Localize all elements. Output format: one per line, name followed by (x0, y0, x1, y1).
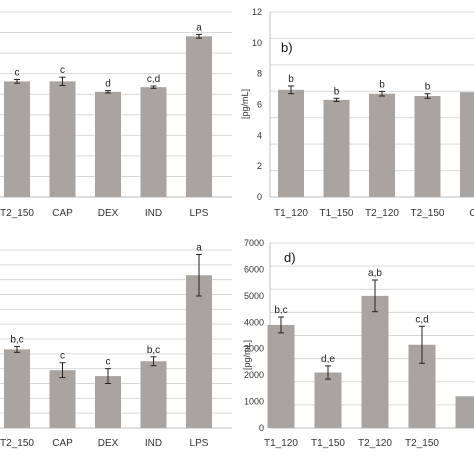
significance-label: c (15, 68, 20, 79)
category-label: T1_120 (264, 438, 298, 449)
category-label: T2_150 (0, 208, 34, 219)
bar (455, 396, 474, 428)
category-label: T1_150 (320, 208, 354, 219)
y-tick-label: 0 (259, 423, 264, 433)
y-axis-label: [pg/mL] (240, 89, 250, 119)
category-label: T1_150 (311, 438, 345, 449)
significance-label: b (334, 86, 340, 97)
category-label: CAP (52, 438, 73, 449)
significance-label: d (105, 79, 111, 90)
bar (4, 349, 30, 428)
bar (95, 91, 121, 197)
bar (323, 99, 350, 197)
bar (186, 275, 212, 428)
category-label: T2_120 (365, 208, 399, 219)
bar (186, 36, 212, 197)
category-label: DEX (98, 208, 119, 219)
bar (460, 92, 474, 197)
y-tick-label: 4000 (244, 317, 264, 327)
significance-label: c (60, 351, 65, 362)
category-label: T2_150 (405, 438, 439, 449)
significance-label: c (106, 357, 111, 368)
y-tick-label: 7000 (244, 238, 264, 248)
bar (49, 370, 76, 428)
significance-label: c (60, 65, 65, 76)
y-tick-label: 2 (257, 161, 262, 171)
significance-label: b (425, 82, 431, 93)
category-label: T2_150 (0, 438, 34, 449)
significance-label: a (196, 242, 202, 253)
significance-label: a (196, 22, 202, 33)
bar (4, 81, 30, 197)
bar (49, 81, 76, 197)
significance-label: b,c (274, 305, 287, 316)
category-label: IND (145, 208, 162, 219)
category-label: LPS (190, 208, 209, 219)
y-tick-label: 10 (252, 38, 262, 48)
y-tick-label: 12 (252, 7, 262, 17)
y-tick-label: 8 (257, 69, 262, 79)
bar (278, 89, 304, 197)
category-label: T2_120 (358, 438, 392, 449)
bar (314, 372, 342, 428)
bar (414, 96, 441, 197)
panel-title: d) (284, 250, 296, 265)
category-label: IND (145, 438, 162, 449)
bar (369, 93, 395, 197)
significance-label: c,d (147, 74, 160, 85)
significance-label: b,c (147, 345, 160, 356)
significance-label: a,b (368, 268, 382, 279)
y-tick-label: 2000 (244, 370, 264, 380)
significance-label: c,d (415, 314, 428, 325)
category-label: C (469, 208, 474, 219)
bar (95, 376, 121, 428)
y-tick-label: 1000 (244, 397, 264, 407)
y-axis-label: [pg/mL] (242, 340, 252, 370)
significance-label: b (379, 79, 385, 90)
y-tick-label: 5000 (244, 291, 264, 301)
bar (267, 324, 295, 428)
category-label: T1_120 (274, 208, 308, 219)
category-label: LPS (190, 438, 209, 449)
bar (140, 87, 167, 197)
significance-label: d,e (321, 354, 335, 365)
panel-title: b) (281, 40, 293, 55)
category-label: CAP (52, 208, 73, 219)
bar (140, 361, 167, 428)
significance-label: b,c (10, 334, 23, 345)
y-tick-label: 4 (257, 130, 262, 140)
y-tick-label: 6000 (244, 264, 264, 274)
category-label: T2_150 (411, 208, 445, 219)
y-tick-label: 0 (257, 192, 262, 202)
y-tick-label: 3000 (244, 344, 264, 354)
category-label: DEX (98, 438, 119, 449)
bar (361, 295, 389, 428)
y-tick-label: 6 (257, 100, 262, 110)
significance-label: b (288, 74, 294, 85)
